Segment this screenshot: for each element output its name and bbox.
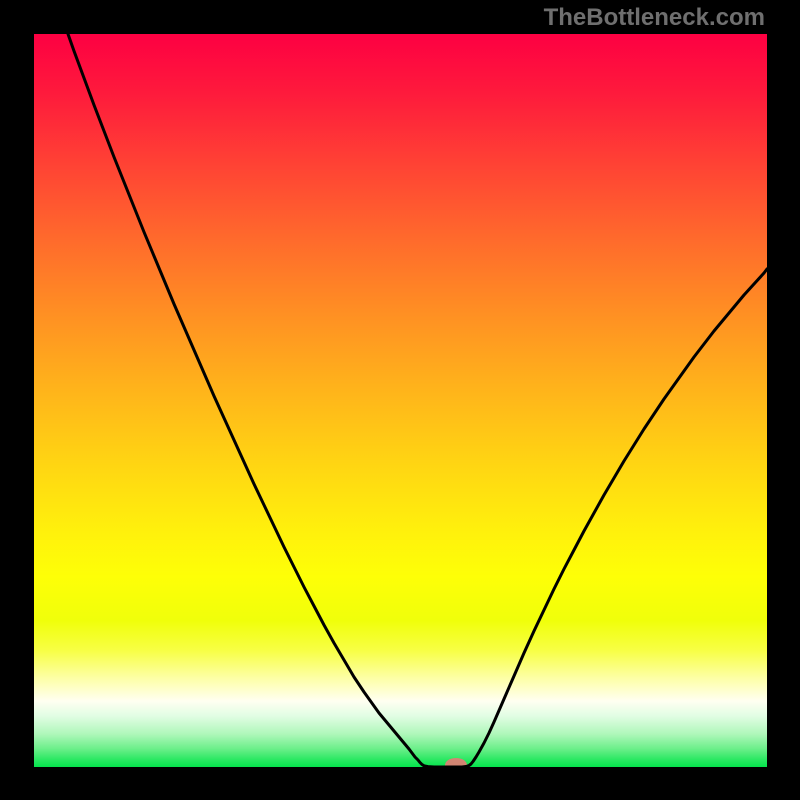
curve-layer bbox=[34, 34, 767, 767]
watermark-text: TheBottleneck.com bbox=[544, 4, 765, 32]
bottleneck-curve bbox=[68, 34, 767, 767]
chart-canvas: TheBottleneck.com bbox=[0, 0, 800, 800]
plot-area bbox=[34, 34, 767, 767]
